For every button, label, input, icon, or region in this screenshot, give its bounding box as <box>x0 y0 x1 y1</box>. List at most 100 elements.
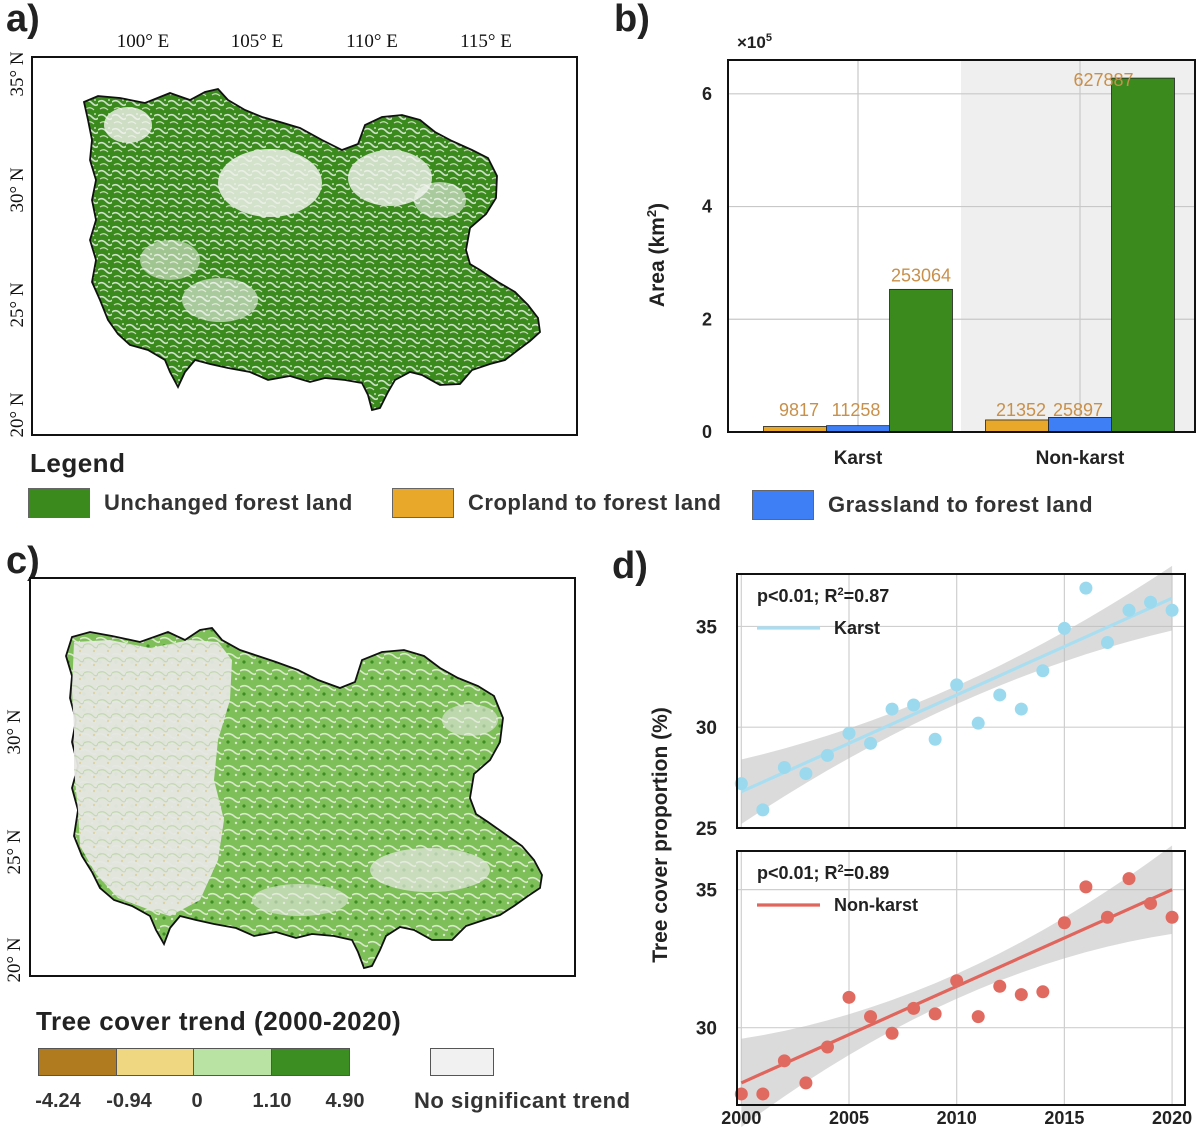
data-point <box>734 1087 748 1101</box>
x-tick-label: 2015 <box>1044 1108 1084 1127</box>
data-point <box>1057 916 1071 930</box>
ramp-tick-label: 4.90 <box>325 1090 365 1112</box>
plot-frame <box>736 573 1186 829</box>
basin-patch <box>218 149 322 217</box>
panel-label-d: d) <box>612 545 648 587</box>
series-legend-label: Non-karst <box>834 895 918 915</box>
data-point <box>950 974 964 988</box>
legend-label: Grassland to forest land <box>828 492 1094 517</box>
y-tick-label: 4 <box>702 197 712 217</box>
ramp-tick-label: -4.24 <box>35 1090 81 1112</box>
x-tick-label: Non-karst <box>1036 448 1125 469</box>
basin-patch <box>140 240 200 280</box>
trend-ramp-ticks: -4.24 -0.94 0 1.10 4.90 <box>35 1090 364 1116</box>
data-point <box>756 803 770 817</box>
x-tick-label: 2000 <box>721 1108 761 1127</box>
ramp-segment <box>116 1048 194 1076</box>
scatter-panel-non-karst: 30 35 p<0.01; R2=0.89 Non-karst <box>696 845 1186 1127</box>
data-point <box>993 979 1007 993</box>
lon-label: 100° E <box>105 570 157 573</box>
data-point <box>928 732 942 746</box>
lon-label: 115° E <box>460 31 512 52</box>
legend-swatch <box>752 490 814 520</box>
legend-item-cropland: Cropland to forest land <box>392 488 722 518</box>
x-tick-label: Karst <box>834 448 883 469</box>
data-point <box>1122 603 1136 617</box>
no-trend-patch <box>442 704 498 736</box>
data-point <box>993 688 1007 702</box>
bar-value-label: 21352 <box>996 400 1046 420</box>
data-point <box>1036 664 1050 678</box>
panel-label-a: a) <box>6 0 40 40</box>
chart-b-x-ticks: Karst Non-karst <box>834 448 1125 469</box>
ramp-segment <box>193 1048 272 1076</box>
data-point <box>820 1040 834 1054</box>
no-significant-trend-swatch <box>430 1048 494 1076</box>
data-point <box>777 1054 791 1068</box>
data-point <box>907 698 921 712</box>
no-significant-trend-label: No significant trend <box>414 1088 631 1113</box>
x-tick-label: 2020 <box>1152 1108 1192 1127</box>
ramp-segment <box>38 1048 117 1076</box>
chart-b-y-axis-label: Area (km2) <box>644 203 669 307</box>
lon-label: 105° E <box>224 570 276 573</box>
ramp-tick-label: 0 <box>191 1090 203 1112</box>
chart-d-y-axis-label: Tree cover proportion (%) <box>649 707 672 963</box>
data-point <box>1014 702 1028 716</box>
ramp-tick-label: 1.10 <box>252 1090 292 1112</box>
legend-swatch <box>392 488 454 518</box>
fit-line <box>740 596 1173 794</box>
bar-value-label: 11258 <box>832 400 881 420</box>
data-point <box>799 1076 813 1090</box>
trend-legend-title: Tree cover trend (2000-2020) <box>36 1006 402 1036</box>
data-point <box>756 1087 770 1101</box>
basin-patch <box>104 107 152 143</box>
bar-value-label: 627887 <box>1073 70 1133 90</box>
legend-title: Legend <box>30 448 126 478</box>
data-point <box>842 990 856 1004</box>
data-point <box>971 716 985 730</box>
chart-b-y-multiplier: ×105 <box>737 32 772 52</box>
ramp-segment <box>271 1048 350 1076</box>
data-point <box>799 767 813 781</box>
legend-label: Cropland to forest land <box>468 490 722 515</box>
map-a-longitude-labels: 100° E 105° E 110° E 115° E <box>117 31 512 52</box>
data-point <box>885 702 899 716</box>
x-tick-label: 2010 <box>937 1108 977 1127</box>
data-point <box>1165 603 1179 617</box>
data-point <box>928 1007 942 1021</box>
stats-label: p<0.01; R2=0.89 <box>757 863 889 883</box>
data-point <box>1144 595 1158 609</box>
y-tick-label: 35 <box>696 881 718 902</box>
chart-b: 9817 11258 253064 21352 25897 627887 0 2 4 6 Kar… <box>644 32 1196 469</box>
data-point <box>1100 636 1114 650</box>
y-tick-label: 35 <box>696 617 718 638</box>
y-tick-label: 25 <box>696 819 718 840</box>
legend-item-grassland: Grassland to forest land <box>752 490 1093 520</box>
data-point <box>1144 896 1158 910</box>
lon-label: 110° E <box>343 570 395 573</box>
map-c-latitude-labels: 30° N 25° N 20° N <box>4 709 25 982</box>
data-point <box>1057 621 1071 635</box>
data-point <box>1079 880 1093 894</box>
map-a: 100° E 105° E 110° E 115° E 35° N 30° N … <box>7 31 578 438</box>
y-tick-label: 30 <box>696 1019 717 1040</box>
basin-patch <box>182 278 258 322</box>
panel-label-c: c) <box>6 540 40 582</box>
no-trend-area <box>72 640 232 916</box>
lat-label: 25° N <box>7 282 28 327</box>
data-point <box>777 761 791 775</box>
data-point <box>734 777 748 791</box>
chart-b-frame <box>727 59 1196 433</box>
plot-frame <box>736 850 1186 1106</box>
x-tick-label: 2005 <box>829 1108 869 1127</box>
data-point <box>1122 872 1136 886</box>
basin-patch <box>348 150 432 206</box>
data-point <box>950 678 964 692</box>
series-legend-label: Karst <box>834 618 880 638</box>
legend-swatch <box>28 488 90 518</box>
legend-item-unchanged: Unchanged forest land <box>28 488 353 518</box>
lon-label: 110° E <box>346 31 398 52</box>
basin-patch <box>414 182 466 218</box>
lon-label: 115° E <box>462 570 514 573</box>
